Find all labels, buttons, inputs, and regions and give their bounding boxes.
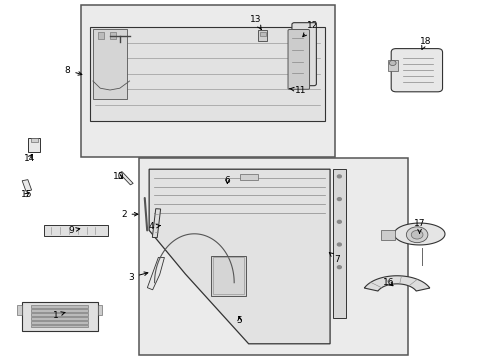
Text: 7: 7 <box>328 253 340 264</box>
Bar <box>31 309 88 312</box>
Text: 10: 10 <box>113 172 124 181</box>
Bar <box>381 230 394 240</box>
Bar <box>98 32 103 39</box>
Text: 14: 14 <box>23 154 35 163</box>
Text: 12: 12 <box>302 21 318 37</box>
Text: 16: 16 <box>382 278 394 287</box>
Bar <box>31 313 88 316</box>
Circle shape <box>388 60 395 66</box>
FancyBboxPatch shape <box>390 49 442 92</box>
Bar <box>259 32 265 36</box>
Text: 17: 17 <box>413 219 425 233</box>
Bar <box>31 138 38 142</box>
Bar <box>257 30 267 41</box>
Polygon shape <box>364 276 429 291</box>
Circle shape <box>406 227 427 243</box>
Circle shape <box>337 175 341 178</box>
Bar <box>31 317 88 320</box>
Bar <box>31 325 88 328</box>
Text: 4: 4 <box>148 222 160 231</box>
Circle shape <box>410 230 422 239</box>
Bar <box>28 138 40 152</box>
Bar <box>119 172 133 185</box>
Text: 9: 9 <box>68 226 80 235</box>
Bar <box>387 60 397 71</box>
Text: 18: 18 <box>419 37 430 49</box>
Bar <box>44 225 107 236</box>
Text: 2: 2 <box>121 210 138 219</box>
Polygon shape <box>393 223 444 245</box>
Bar <box>332 169 346 318</box>
Text: 15: 15 <box>21 190 33 199</box>
FancyBboxPatch shape <box>291 23 316 86</box>
Polygon shape <box>147 257 164 290</box>
Bar <box>31 321 88 324</box>
Bar <box>152 209 160 238</box>
Text: 6: 6 <box>224 176 230 185</box>
Circle shape <box>337 243 341 246</box>
Text: 5: 5 <box>236 316 242 325</box>
Circle shape <box>337 266 341 269</box>
Text: 11: 11 <box>289 86 306 95</box>
Bar <box>17 305 21 315</box>
Bar <box>21 302 98 331</box>
Text: 13: 13 <box>249 15 261 30</box>
Text: 8: 8 <box>64 66 81 75</box>
Bar <box>239 174 257 180</box>
Bar <box>81 5 334 157</box>
FancyBboxPatch shape <box>287 30 309 89</box>
Text: 3: 3 <box>128 272 147 282</box>
Circle shape <box>337 220 341 223</box>
Polygon shape <box>149 169 329 344</box>
Bar <box>98 305 102 315</box>
FancyBboxPatch shape <box>211 256 245 296</box>
Bar <box>139 158 407 355</box>
Text: 1: 1 <box>53 310 65 320</box>
Bar <box>93 29 127 99</box>
Circle shape <box>337 198 341 201</box>
Bar <box>22 180 32 191</box>
Bar <box>90 27 325 121</box>
Bar <box>110 32 116 39</box>
Bar <box>31 305 88 308</box>
